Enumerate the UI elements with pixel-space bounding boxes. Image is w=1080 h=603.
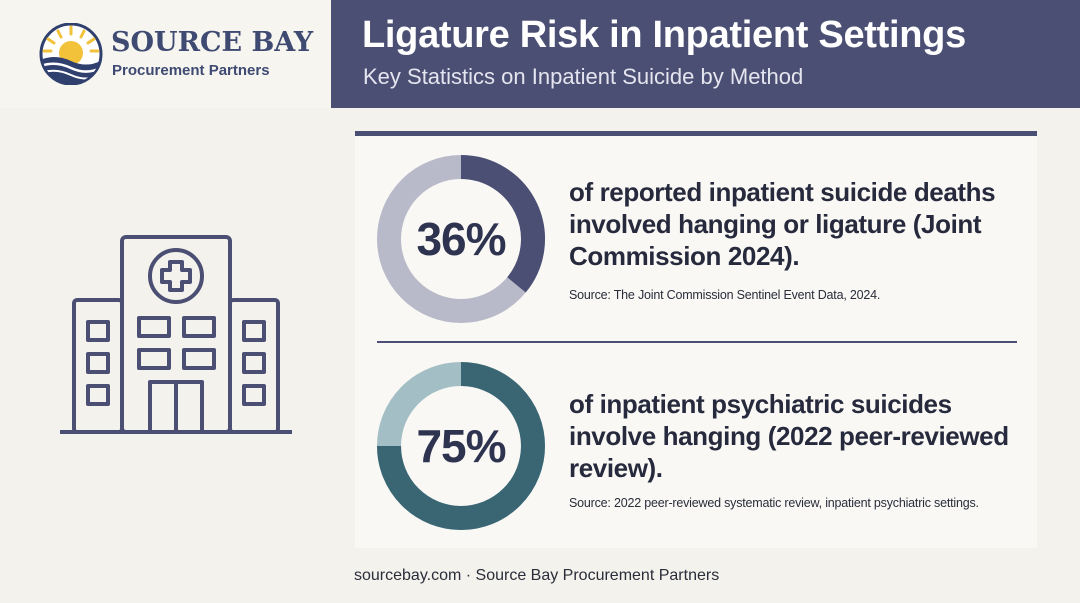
footer-text: sourcebay.com · Source Bay Procurement P… bbox=[354, 567, 720, 584]
page-subtitle: Key Statistics on Inpatient Suicide by M… bbox=[363, 64, 804, 89]
hospital-building-icon bbox=[60, 235, 292, 434]
stat-value: 36% bbox=[416, 213, 506, 265]
stat-description: of inpatient psychiatric suicides involv… bbox=[569, 389, 1009, 483]
donut-fill-arc bbox=[460, 155, 545, 293]
stat-divider bbox=[377, 341, 1017, 343]
stat-description: of reported inpatient suicide deaths inv… bbox=[569, 177, 996, 271]
stat-source: Source: The Joint Commission Sentinel Ev… bbox=[569, 288, 881, 302]
stat-source: Source: 2022 peer-reviewed systematic re… bbox=[569, 496, 979, 510]
sun-wave-logo-icon bbox=[39, 23, 103, 85]
brand-tagline: Procurement Partners bbox=[112, 62, 270, 79]
stat-donut-75 bbox=[377, 362, 545, 530]
donut-fill-arc bbox=[377, 362, 545, 530]
stat-value: 75% bbox=[416, 420, 506, 472]
panel-top-rule bbox=[355, 131, 1037, 136]
statistics-panel: 36% of reported inpatient suicide deaths… bbox=[355, 131, 1037, 548]
page-title: Ligature Risk in Inpatient Settings bbox=[362, 14, 966, 56]
stat-donut-36 bbox=[377, 155, 545, 323]
header-band: Ligature Risk in Inpatient Settings Key … bbox=[331, 0, 1080, 108]
brand-name: SOURCE BAY bbox=[111, 27, 314, 58]
brand-logo-area: SOURCE BAY Procurement Partners bbox=[0, 0, 331, 108]
